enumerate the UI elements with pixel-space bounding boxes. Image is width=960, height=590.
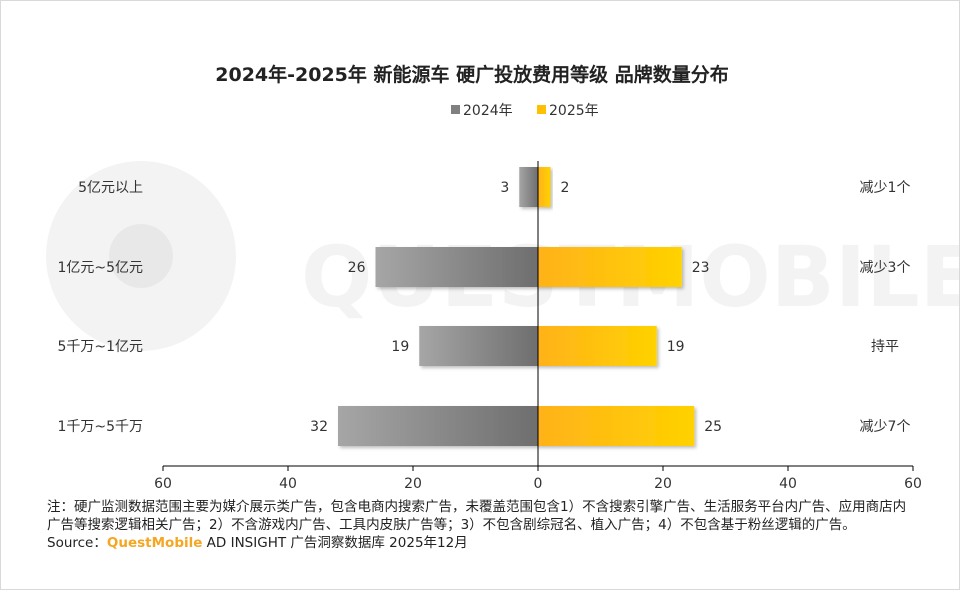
change-label: 减少1个 [860,180,911,196]
source-line: Source：QuestMobile AD INSIGHT 广告洞察数据库 20… [47,534,913,552]
bar-2025 [538,247,682,287]
bar-2024 [519,167,538,207]
category-label: 5亿元以上 [78,180,143,196]
x-tick-label: 20 [654,476,672,492]
bar-2025 [538,326,657,366]
x-axis: 60 40 20 0 20 40 60 [154,161,922,492]
source-suffix: AD INSIGHT 广告洞察数据库 2025年12月 [202,535,468,551]
category-label: 1千万~5千万 [57,419,143,435]
source-brand: QuestMobile [106,535,203,551]
source-prefix: Source： [47,535,107,551]
value-label-2024: 32 [310,419,328,435]
bar-2024 [375,247,538,287]
x-tick-label: 40 [779,476,797,492]
value-label-2024: 26 [348,260,366,276]
x-tick-label: 0 [534,476,543,492]
legend-label-1: 2024年 [463,103,513,119]
x-tick-label: 60 [154,476,172,492]
value-label-2024: 19 [391,339,409,355]
legend-swatch-1 [451,105,460,114]
chart-title: 2024年-2025年 新能源车 硬广投放费用等级 品牌数量分布 [215,63,729,86]
change-label: 减少7个 [860,419,911,435]
legend-label-2: 2025年 [549,103,599,119]
x-tick-label: 20 [404,476,422,492]
legend: 2024年 2025年 [451,103,599,119]
footnote: 注：硬广监测数据范围主要为媒介展示类广告，包含电商内搜索广告，未覆盖范围包含1）… [47,498,913,552]
value-label-2025: 23 [692,260,710,276]
value-label-2025: 19 [667,339,685,355]
change-label: 持平 [871,339,899,355]
bar-2025 [538,406,695,446]
value-label-2025: 25 [704,419,722,435]
legend-swatch-2 [537,105,546,114]
x-tick-label: 60 [904,476,922,492]
footnote-text: 注：硬广监测数据范围主要为媒介展示类广告，包含电商内搜索广告，未覆盖范围包含1）… [47,499,907,533]
x-tick-label: 40 [279,476,297,492]
bar-2024 [419,326,538,366]
category-label: 5千万~1亿元 [57,339,143,355]
chart-svg: QUESTMOBILE 2024年-2025年 新能源车 硬广投放费用等级 品牌… [46,63,959,492]
bar-2024 [338,406,538,446]
value-label-2024: 3 [500,180,509,196]
category-label: 1亿元~5亿元 [57,260,143,276]
value-label-2025: 2 [561,180,570,196]
change-label: 减少3个 [860,260,911,276]
bar-2025 [538,167,551,207]
